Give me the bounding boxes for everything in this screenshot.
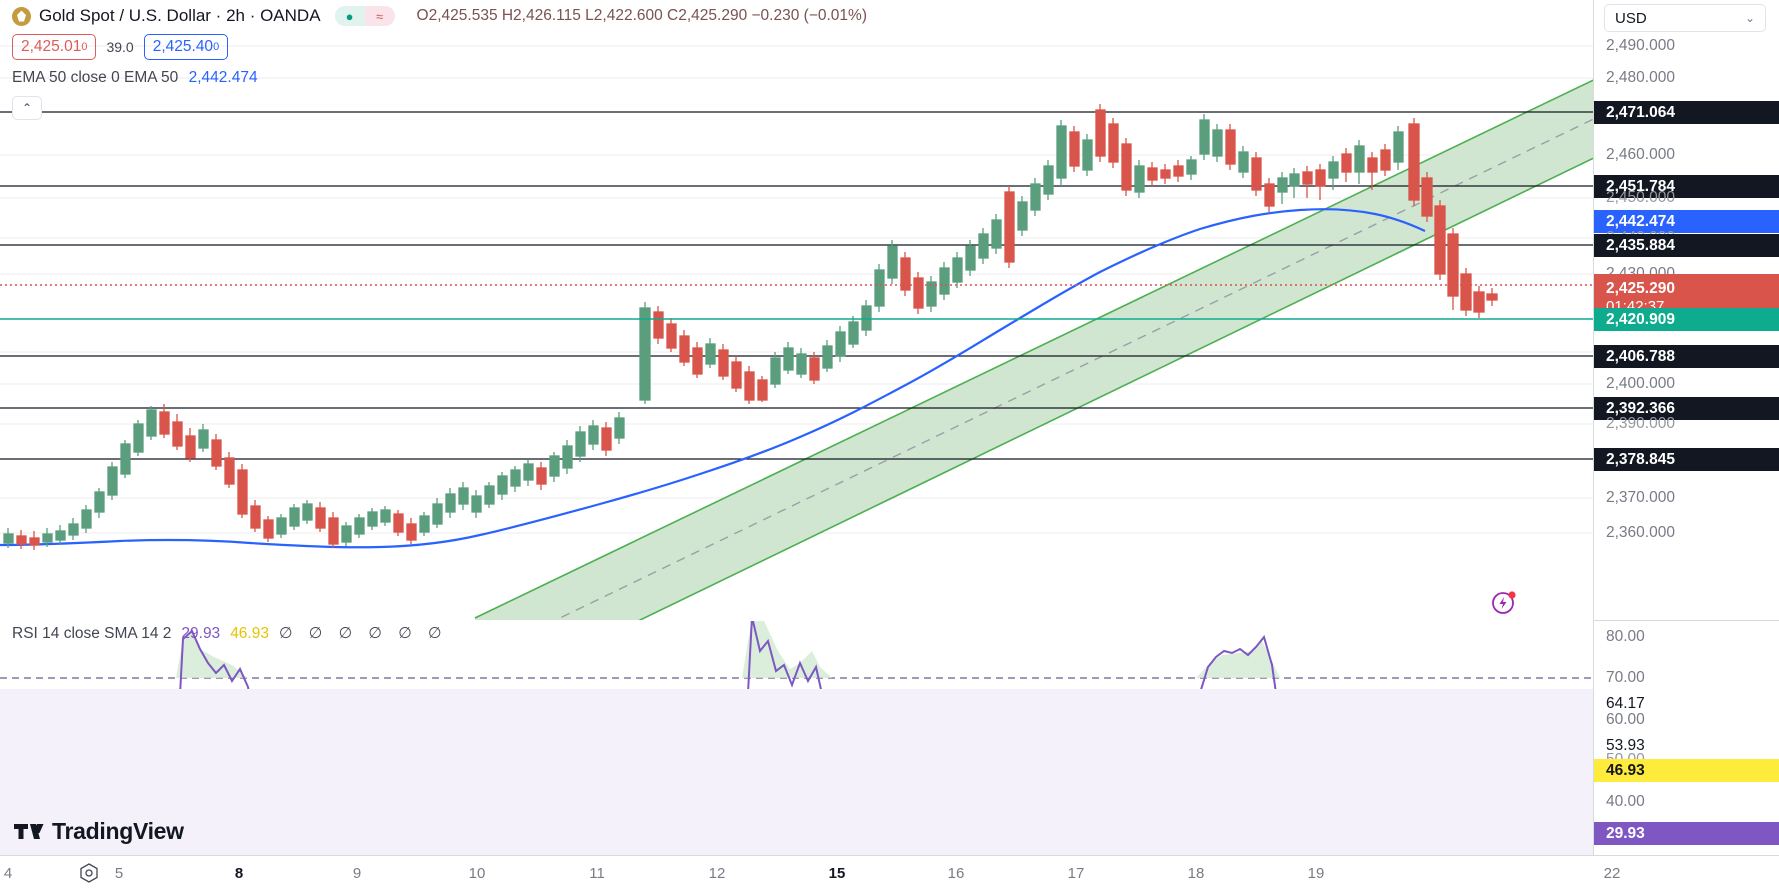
- price-chart-svg: [0, 45, 1593, 620]
- time-axis-label: 17: [1067, 865, 1085, 882]
- price-axis-tag-black[interactable]: 2,471.064: [1594, 101, 1779, 124]
- price-axis-tag-black[interactable]: 2,435.884: [1594, 234, 1779, 257]
- time-axis-label: 22: [1603, 865, 1621, 882]
- price-axis-label: 2,480.000: [1606, 69, 1675, 86]
- ema-value: 2,442.474: [188, 69, 258, 86]
- bid-value: 2,425.01: [21, 38, 82, 55]
- bid-sup: 0: [81, 41, 88, 53]
- support-resistance-lines[interactable]: [0, 111, 1593, 460]
- price-axis-tag-black[interactable]: 2,378.845: [1594, 448, 1779, 471]
- price-axis-tag-black[interactable]: 2,392.366: [1594, 397, 1779, 420]
- ema-label: EMA 50 close 0 EMA 50: [12, 69, 179, 86]
- price-axis-tag-black[interactable]: 2,451.784: [1594, 175, 1779, 198]
- tradingview-wordmark: TradingView: [52, 818, 184, 844]
- price-axis-label: 2,450.000: [1606, 189, 1675, 206]
- time-axis-label: 9: [352, 865, 362, 882]
- price-axis-tag-yellow[interactable]: 46.93: [1594, 759, 1779, 782]
- time-axis-label: 16: [947, 865, 965, 882]
- ema-50-line: [0, 208, 1426, 549]
- rsi-band-fill: [0, 689, 1593, 855]
- axis-divider: [1594, 620, 1779, 621]
- time-axis-label: 18: [1187, 865, 1205, 882]
- time-axis-label: 10: [468, 865, 486, 882]
- spread-value: 39.0: [106, 39, 134, 55]
- price-axis-label: 70.00: [1606, 669, 1645, 686]
- axis-settings-icon[interactable]: [78, 862, 100, 884]
- quote-row: 2,425.01 0 39.0 2,425.40 0: [12, 34, 867, 60]
- symbol-title[interactable]: Gold Spot / U.S. Dollar · 2h · OANDA: [39, 6, 321, 25]
- price-axis-label: 40.00: [1606, 793, 1645, 810]
- current-price-value: 2,425.290: [1606, 279, 1675, 297]
- ema-legend-row[interactable]: EMA 50 close 0 EMA 50 2,442.474: [12, 69, 867, 87]
- ohlc-values: O2,425.535 H2,426.115 L2,422.600 C2,425.…: [416, 7, 867, 24]
- bid-price-badge[interactable]: 2,425.01 0: [12, 34, 97, 60]
- price-axis-tag-black[interactable]: 2,406.788: [1594, 345, 1779, 368]
- rsi-overbought-fills: [176, 621, 1280, 678]
- symbol-row: Gold Spot / U.S. Dollar · 2h · OANDA ● ≈…: [12, 4, 867, 28]
- rsi-legend-rsi-value: 29.93: [181, 624, 221, 642]
- chart-mode-pills[interactable]: ● ≈: [334, 6, 395, 26]
- price-axis-label: 2,370.000: [1606, 489, 1675, 506]
- ask-sup: 0: [213, 41, 220, 53]
- market-open-pill[interactable]: ●: [334, 6, 365, 26]
- price-axis[interactable]: USD ⌄ 2,490.000 2,480.000 2,471.064 2,460.0…: [1593, 0, 1779, 855]
- price-axis-label: 2,360.000: [1606, 524, 1675, 541]
- price-axis-label: 60.00: [1606, 711, 1645, 728]
- price-axis-tag-teal[interactable]: 2,420.909: [1594, 308, 1779, 331]
- rsi-legend[interactable]: RSI 14 close SMA 14 2 29.93 46.93 ∅ ∅ ∅ …: [12, 624, 448, 643]
- chart-legend: Gold Spot / U.S. Dollar · 2h · OANDA ● ≈…: [12, 4, 867, 120]
- price-axis-label: 2,390.000: [1606, 415, 1675, 432]
- time-axis-label: 11: [589, 865, 605, 882]
- price-axis-tag-blue[interactable]: 2,442.474: [1594, 210, 1779, 233]
- currency-label: USD: [1615, 9, 1647, 27]
- market-status-pill[interactable]: ≈: [364, 6, 395, 26]
- time-axis-label: 8: [234, 865, 244, 882]
- time-axis[interactable]: 4 5 8 9 10 11 12 15 16 17 18 19 22: [0, 855, 1779, 890]
- currency-selector[interactable]: USD ⌄: [1604, 4, 1766, 32]
- candlestick-series[interactable]: [3, 104, 1498, 550]
- rsi-indicator-pane[interactable]: [0, 621, 1593, 855]
- ask-price-badge[interactable]: 2,425.40 0: [143, 34, 229, 60]
- price-axis-label: 80.00: [1606, 628, 1645, 645]
- chevron-down-icon: ⌄: [1744, 11, 1755, 25]
- gold-coin-icon: [12, 6, 31, 26]
- price-axis-label: 2,490.000: [1606, 37, 1675, 54]
- price-axis-label: 2,400.000: [1606, 375, 1675, 392]
- time-axis-label: 5: [114, 865, 124, 882]
- collapse-legend-button[interactable]: ⌃: [12, 96, 42, 120]
- price-axis-label: 64.17: [1606, 695, 1645, 712]
- rsi-legend-nulls: ∅ ∅ ∅ ∅ ∅ ∅: [278, 625, 448, 642]
- time-axis-label: 12: [708, 865, 726, 882]
- price-axis-tag-purple[interactable]: 29.93: [1594, 822, 1779, 845]
- time-axis-label: 19: [1307, 865, 1325, 882]
- price-chart-pane[interactable]: [0, 0, 1593, 620]
- tradingview-logo-icon: [14, 823, 44, 839]
- rsi-legend-title: RSI 14 close SMA 14 2: [12, 624, 172, 642]
- price-axis-label: 53.93: [1606, 737, 1645, 754]
- replay-flash-icon[interactable]: [1490, 588, 1518, 616]
- ask-value: 2,425.40: [152, 38, 214, 55]
- tradingview-logo: TradingView: [14, 818, 184, 845]
- time-axis-label: 15: [828, 865, 846, 882]
- time-axis-label: 4: [3, 865, 13, 882]
- price-axis-label: 2,460.000: [1606, 146, 1675, 163]
- rsi-legend-sma-value: 46.93: [230, 624, 269, 642]
